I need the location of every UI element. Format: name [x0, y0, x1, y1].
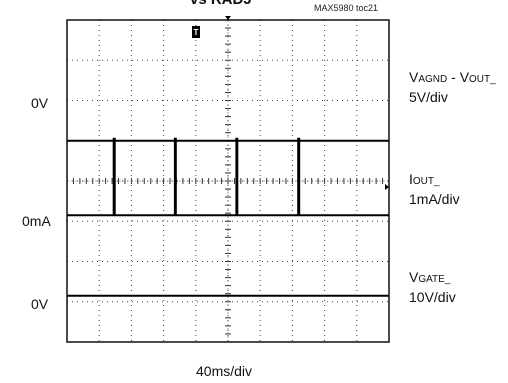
- channel-2-scale: 1mA/div: [409, 191, 460, 207]
- channel-3-scale: 10V/div: [409, 289, 456, 305]
- channel-3-ground-label: 0V: [31, 296, 49, 312]
- channel-2-ground-label: 0mA: [22, 213, 51, 229]
- channel-1-name-main-2: - V: [447, 69, 470, 85]
- channel-1-name-sub-2: OUT_: [469, 74, 496, 85]
- channel-1-name: VAGND - VOUT_: [409, 68, 496, 89]
- figure-id: MAX5980 toc21: [314, 3, 379, 13]
- channel-1-scale: 5V/div: [409, 89, 448, 105]
- trigger-marker-text: T: [194, 28, 199, 37]
- channel-1-name-main-1: V: [409, 69, 419, 85]
- traces: [67, 137, 389, 297]
- channel-1-ground-label: 0V: [31, 95, 49, 111]
- chart-title-fragment: vs RADJ: [190, 0, 252, 8]
- channel-3-name-main-1: V: [409, 269, 419, 285]
- channel-3-name: VGATE_: [409, 268, 450, 289]
- trace-2: [67, 137, 389, 217]
- channel-1-name-sub-1: AGND: [418, 74, 448, 85]
- channel-2-name-sub-1: OUT_: [412, 176, 440, 187]
- x-axis-label: 40ms/div: [196, 363, 253, 379]
- channel-2-name: IOUT_: [409, 170, 440, 191]
- center-right-arrow-icon: [385, 184, 389, 190]
- channel-3-name-sub-1: GATE_: [418, 274, 451, 285]
- channel-2-name-main-1: I: [409, 171, 413, 187]
- center-top-arrow-icon: [225, 16, 231, 20]
- trigger-marker: T: [192, 26, 200, 38]
